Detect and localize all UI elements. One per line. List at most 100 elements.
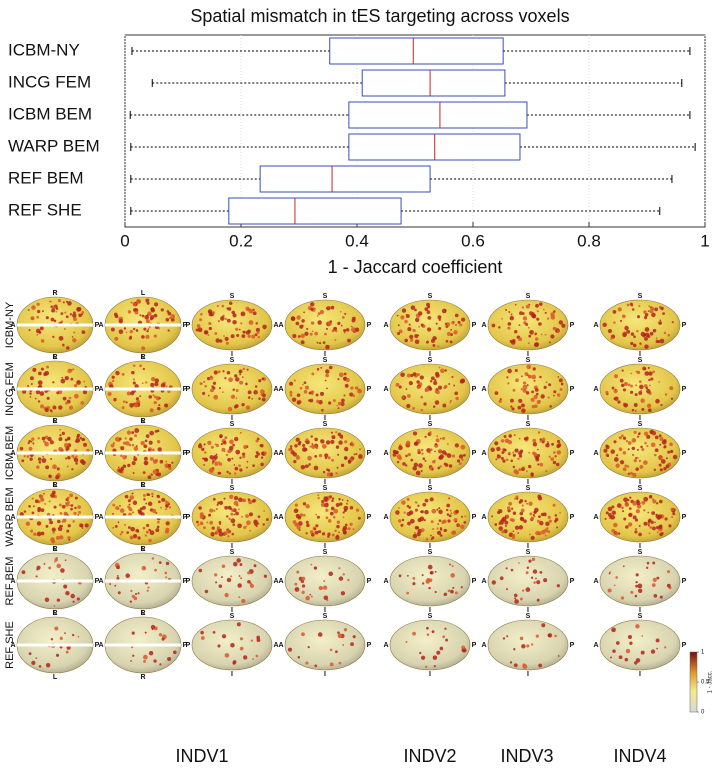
hotspot	[45, 524, 49, 528]
hotspot	[239, 380, 244, 385]
hotspot	[234, 472, 237, 475]
orientation-label: A	[593, 322, 598, 329]
hotspot	[55, 310, 58, 313]
hotspot	[330, 305, 335, 310]
hotspot	[234, 436, 239, 442]
hotspot	[236, 622, 241, 627]
hotspot	[217, 319, 221, 323]
hotspot	[349, 522, 353, 526]
hotspot	[521, 375, 523, 378]
hotspot	[446, 513, 450, 516]
hotspot	[129, 335, 132, 338]
orientation-label: L	[53, 354, 58, 361]
hotspot	[243, 655, 248, 660]
hotspot	[557, 655, 560, 657]
hotspot	[324, 456, 328, 460]
hotspot	[436, 508, 439, 511]
hotspot	[167, 311, 172, 316]
hotspot	[321, 587, 324, 590]
hotspot	[321, 408, 324, 412]
hotspot	[653, 453, 657, 457]
orientation-label: S	[526, 357, 531, 364]
hotspot	[167, 657, 172, 662]
hotspot	[518, 337, 523, 342]
hotspot	[255, 439, 259, 443]
hotspot	[553, 390, 557, 394]
hotspot	[528, 501, 533, 506]
hotspot	[638, 304, 641, 307]
hotspot	[496, 446, 501, 452]
hotspot	[647, 334, 651, 338]
hotspot	[69, 493, 74, 498]
hotspot	[198, 568, 203, 573]
hotspot	[263, 510, 265, 512]
hotspot	[332, 399, 336, 402]
hotspot	[117, 591, 121, 595]
hotspot	[213, 509, 216, 512]
hotspot	[540, 333, 543, 336]
orientation-label: S	[428, 357, 433, 364]
hotspot	[514, 448, 519, 453]
hotspot	[42, 492, 46, 495]
hotspot	[129, 403, 134, 408]
orientation-label: L	[141, 418, 146, 425]
hotspot	[531, 390, 534, 394]
hotspot	[544, 534, 547, 537]
hotspot	[523, 437, 527, 441]
hotspot	[157, 406, 161, 411]
hotspot	[545, 521, 550, 526]
hotspot	[126, 391, 131, 396]
hotspot	[525, 304, 530, 309]
orientation-label: R	[140, 418, 145, 425]
hotspot	[158, 561, 162, 564]
hotspot	[664, 393, 668, 396]
hotspot	[654, 435, 659, 440]
hotspot	[514, 368, 518, 373]
orientation-label: A	[481, 642, 486, 649]
hotspot	[55, 475, 60, 480]
hotspot	[324, 332, 327, 336]
hotspot	[347, 338, 351, 343]
hotspot	[209, 376, 214, 380]
hotspot	[245, 405, 251, 410]
hotspot	[298, 399, 301, 402]
hotspot	[145, 381, 148, 384]
orientation-label: P	[95, 578, 100, 585]
hotspot	[435, 438, 440, 443]
hotspot	[350, 642, 354, 647]
hotspot	[669, 386, 674, 391]
hotspot	[52, 381, 55, 384]
hotspot	[19, 512, 24, 517]
hotspot	[641, 447, 645, 451]
brain-surface	[599, 619, 681, 671]
hotspot	[410, 305, 416, 310]
hotspot	[226, 577, 232, 583]
hotspot	[336, 520, 341, 524]
orientation-label: A	[273, 578, 278, 585]
hotspot	[406, 403, 411, 409]
hotspot	[212, 381, 217, 385]
hotspot	[322, 585, 328, 590]
hotspot	[642, 334, 646, 338]
hotspot	[631, 408, 635, 412]
hotspot	[32, 442, 35, 445]
hotspot	[639, 384, 644, 390]
hotspot	[517, 405, 522, 410]
hotspot	[491, 580, 496, 585]
hotspot	[522, 388, 527, 393]
hotspot	[503, 435, 507, 438]
hotspot	[614, 388, 617, 391]
orientation-label: R	[140, 674, 145, 681]
hotspot	[641, 635, 644, 637]
hotspot	[73, 311, 76, 315]
hotspot	[455, 396, 459, 401]
hotspot	[38, 665, 42, 668]
hotspot	[69, 313, 73, 316]
hotspot	[420, 655, 426, 660]
x-axis-label: 1 - Jaccard coefficient	[328, 257, 503, 277]
hotspot	[51, 308, 56, 313]
orientation-label: I	[527, 543, 529, 550]
hotspot	[231, 310, 236, 315]
hotspot	[455, 509, 459, 514]
hotspot	[539, 441, 541, 443]
